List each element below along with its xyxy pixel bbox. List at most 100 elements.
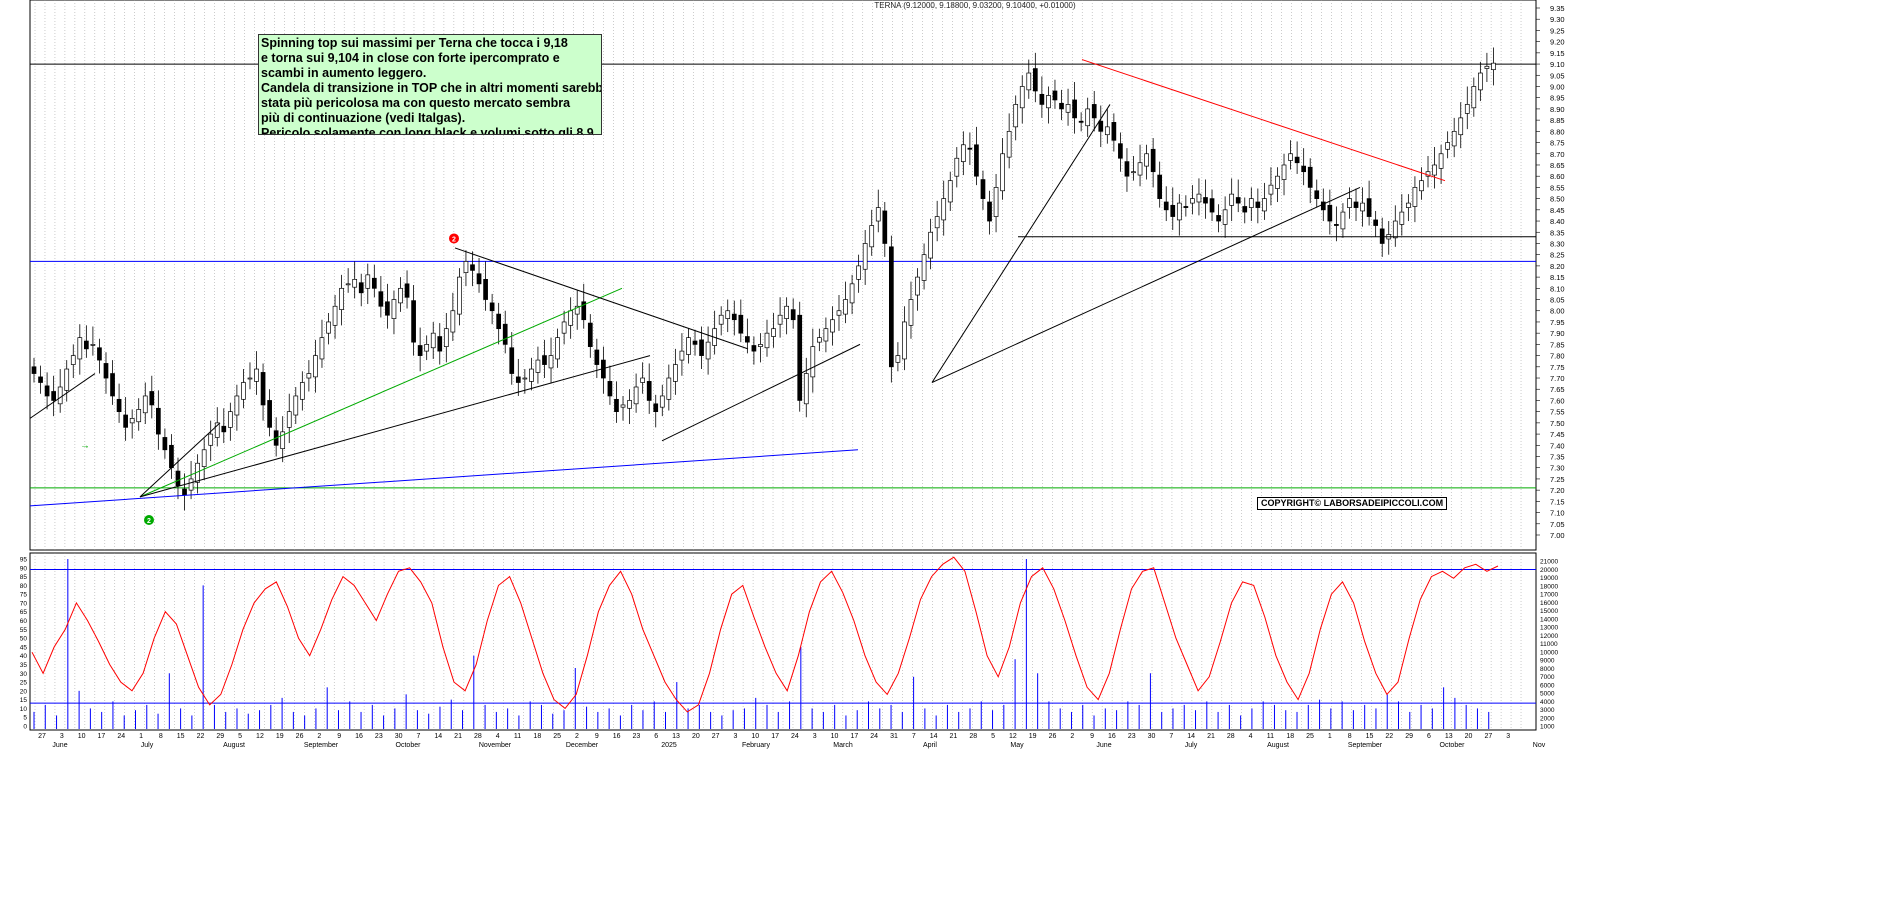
candle-body: [934, 216, 940, 229]
price-tick-label: 9.00: [1550, 82, 1565, 91]
month-label: 2025: [661, 742, 677, 749]
day-tick-label: 31: [890, 733, 898, 740]
candle-body: [142, 395, 148, 414]
oscillator-tick-label: 35: [20, 662, 28, 669]
candle-body: [149, 391, 155, 406]
volume-tick-label: 12000: [1540, 633, 1558, 640]
candle-body: [745, 336, 750, 343]
volume-tick-label: 19000: [1540, 575, 1558, 582]
price-tick-label: 7.85: [1550, 340, 1565, 349]
candle-body: [1491, 62, 1496, 71]
candle-body: [548, 355, 554, 369]
price-tick-label: 8.60: [1550, 172, 1565, 181]
candle-body: [941, 198, 947, 221]
black-trendline: [661, 343, 861, 442]
candle-body: [967, 147, 973, 150]
candle-body: [241, 382, 246, 400]
candle-body: [1392, 220, 1398, 239]
price-tick-label: 8.05: [1550, 296, 1565, 305]
candle-body: [1451, 130, 1457, 147]
candle-body: [1144, 153, 1149, 167]
day-tick-label: 10: [78, 733, 86, 740]
volume-tick-label: 8000: [1540, 666, 1555, 673]
day-tick-label: 11: [514, 733, 521, 740]
day-tick-label: 7: [417, 733, 421, 740]
annotation-line: più di continuazione (vedi Italgas).: [261, 111, 466, 125]
candle-body: [666, 377, 672, 400]
candle-body: [1478, 72, 1483, 91]
candle-body: [1196, 193, 1202, 203]
candle-body: [1019, 86, 1025, 109]
candle-body: [1163, 201, 1169, 211]
day-tick-label: 14: [930, 733, 938, 740]
candle-body: [627, 400, 632, 409]
month-label: March: [833, 742, 853, 749]
month-label: Nov: [1533, 742, 1546, 749]
marker-green: [144, 515, 154, 525]
day-tick-label: 8: [1348, 733, 1352, 740]
candle-body: [182, 488, 187, 495]
day-tick-label: 21: [950, 733, 958, 740]
oscillator-tick-label: 10: [20, 706, 28, 713]
day-tick-label: 17: [98, 733, 106, 740]
price-tick-label: 7.05: [1550, 520, 1565, 529]
green-trendline: [139, 287, 623, 498]
candle-body: [738, 314, 744, 334]
candle-body: [463, 261, 469, 273]
candle-body: [1170, 204, 1176, 217]
month-label: April: [923, 742, 937, 749]
arrow-marker: →: [80, 440, 90, 451]
candle-body: [1438, 153, 1444, 169]
candle-body: [1157, 174, 1163, 199]
candle-body: [110, 373, 115, 397]
black-trendline: [931, 186, 1361, 383]
candle-body: [659, 395, 665, 408]
candle-body: [1334, 224, 1339, 226]
oscillator-tick-label: 0: [23, 724, 27, 731]
marker-green-label: 2: [147, 518, 151, 525]
price-tick-label: 9.25: [1550, 26, 1565, 35]
day-tick-label: 10: [751, 733, 759, 740]
day-tick-label: 28: [1227, 733, 1235, 740]
price-tick-label: 8.35: [1550, 228, 1565, 237]
candle-body: [1203, 197, 1208, 204]
candle-body: [64, 368, 70, 391]
candle-body: [921, 254, 927, 281]
price-tick-label: 7.65: [1550, 385, 1565, 394]
candle-body: [1255, 201, 1261, 208]
day-tick-label: 13: [1445, 733, 1453, 740]
candle-body: [509, 347, 515, 374]
volume-tick-label: 10000: [1540, 649, 1558, 656]
candle-body: [260, 372, 266, 406]
candle-body: [1235, 197, 1241, 204]
price-tick-label: 7.00: [1550, 531, 1565, 540]
candle-body: [803, 373, 809, 405]
candle-body: [679, 350, 685, 361]
black-trendline: [139, 422, 221, 498]
candle-body: [725, 310, 731, 319]
candle-body: [764, 332, 770, 349]
candle-body: [646, 381, 652, 401]
candle-body: [751, 345, 757, 352]
candle-body: [1399, 211, 1405, 225]
oscillator-tick-label: 75: [20, 592, 28, 599]
oscillator-tick-label: 80: [20, 583, 28, 590]
candle-body: [522, 377, 528, 380]
month-label: November: [479, 742, 512, 749]
candle-body: [1484, 65, 1490, 69]
price-tick-label: 8.65: [1550, 161, 1565, 170]
day-tick-label: 19: [276, 733, 284, 740]
month-label: June: [52, 742, 67, 749]
price-tick-label: 9.20: [1550, 38, 1565, 47]
volume-tick-label: 5000: [1540, 691, 1555, 698]
candle-body: [1190, 198, 1195, 204]
volume-tick-label: 17000: [1540, 592, 1558, 599]
candle-body: [980, 179, 986, 199]
candle-body: [1262, 198, 1267, 212]
day-tick-label: 21: [1207, 733, 1215, 740]
price-tick-label: 9.10: [1550, 60, 1565, 69]
markers: 2 2 →: [80, 233, 459, 525]
day-tick-label: 21: [454, 733, 462, 740]
candle-body: [849, 283, 855, 304]
